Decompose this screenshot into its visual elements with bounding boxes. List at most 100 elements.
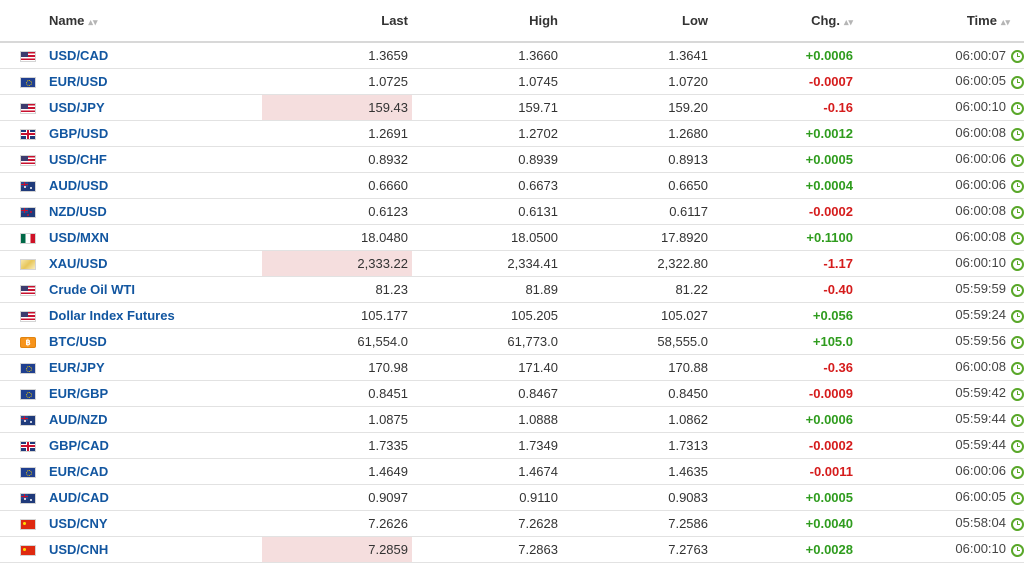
table-row: USD/CHF 0.8932 0.8939 0.8913 +0.0005 06:…	[0, 146, 1024, 173]
au-flag-icon	[20, 414, 36, 426]
time-value: 06:00:08	[955, 229, 1006, 245]
change-value: -0.0007	[712, 68, 853, 95]
time-value: 05:59:42	[955, 385, 1006, 401]
last-value: 0.9097	[262, 484, 412, 511]
name-cell: GBP/USD	[49, 120, 262, 147]
name-cell: Crude Oil WTI	[49, 276, 262, 303]
instrument-link[interactable]: AUD/USD	[49, 177, 109, 193]
name-cell: EUR/GBP	[49, 380, 262, 407]
last-value: 1.2691	[262, 120, 412, 147]
table-row: NZD/USD 0.6123 0.6131 0.6117 -0.0002 06:…	[0, 198, 1024, 225]
instrument-link[interactable]: BTC/USD	[49, 333, 107, 349]
time-cell: 06:00:08	[853, 224, 1024, 251]
clock-icon	[1011, 413, 1024, 427]
change-value: -0.40	[712, 276, 853, 303]
flag-cell	[0, 250, 49, 277]
last-value: 105.177	[262, 302, 412, 329]
last-value: 0.8932	[262, 146, 412, 173]
table-row: Crude Oil WTI 81.23 81.89 81.22 -0.40 05…	[0, 276, 1024, 303]
table-header-row: Name ▴▾ Last High Low Chg. ▴▾ Time ▴▾	[0, 0, 1024, 43]
chg-column-header[interactable]: Chg. ▴▾	[712, 0, 853, 43]
change-value: +0.0040	[712, 510, 853, 537]
name-cell: AUD/CAD	[49, 484, 262, 511]
high-value: 1.0745	[412, 68, 562, 95]
last-value: 7.2859	[262, 536, 412, 563]
instrument-link[interactable]: NZD/USD	[49, 203, 107, 219]
quote-rows: USD/CAD 1.3659 1.3660 1.3641 +0.0006 06:…	[0, 42, 1024, 563]
time-value: 06:00:06	[955, 177, 1006, 193]
low-column-header: Low	[562, 0, 712, 43]
clock-icon	[1011, 257, 1024, 271]
high-value: 105.205	[412, 302, 562, 329]
instrument-link[interactable]: Dollar Index Futures	[49, 307, 175, 323]
time-cell: 05:59:42	[853, 380, 1024, 407]
low-value: 7.2763	[562, 536, 712, 563]
flag-cell	[0, 224, 49, 251]
instrument-link[interactable]: GBP/CAD	[49, 437, 109, 453]
low-value: 0.9083	[562, 484, 712, 511]
time-value: 06:00:08	[955, 359, 1006, 375]
flag-cell	[0, 432, 49, 459]
change-value: +0.1100	[712, 224, 853, 251]
instrument-link[interactable]: EUR/GBP	[49, 385, 109, 401]
last-value: 1.4649	[262, 458, 412, 485]
low-value: 170.88	[562, 354, 712, 381]
table-row: EUR/GBP 0.8451 0.8467 0.8450 -0.0009 05:…	[0, 380, 1024, 407]
change-value: -0.16	[712, 94, 853, 121]
flag-cell	[0, 94, 49, 121]
flag-cell: ฿	[0, 328, 49, 355]
instrument-link[interactable]: EUR/JPY	[49, 359, 105, 375]
name-column-header[interactable]: Name ▴▾	[49, 0, 262, 43]
high-value: 0.9110	[412, 484, 562, 511]
instrument-link[interactable]: XAU/USD	[49, 255, 108, 271]
time-cell: 06:00:08	[853, 198, 1024, 225]
instrument-link[interactable]: USD/JPY	[49, 99, 105, 115]
instrument-link[interactable]: USD/CAD	[49, 47, 109, 63]
last-value: 81.23	[262, 276, 412, 303]
last-value: 1.3659	[262, 42, 412, 69]
flag-cell	[0, 276, 49, 303]
time-cell: 06:00:05	[853, 484, 1024, 511]
instrument-link[interactable]: Crude Oil WTI	[49, 281, 135, 297]
time-value: 06:00:10	[955, 541, 1006, 557]
low-value: 0.8913	[562, 146, 712, 173]
instrument-link[interactable]: EUR/CAD	[49, 463, 109, 479]
instrument-link[interactable]: AUD/NZD	[49, 411, 108, 427]
instrument-link[interactable]: USD/CNY	[49, 515, 108, 531]
table-row: EUR/JPY 170.98 171.40 170.88 -0.36 06:00…	[0, 354, 1024, 381]
time-column-header[interactable]: Time ▴▾	[853, 0, 1024, 43]
time-value: 05:59:44	[955, 411, 1006, 427]
clock-icon	[1011, 543, 1024, 557]
low-value: 159.20	[562, 94, 712, 121]
high-value: 171.40	[412, 354, 562, 381]
clock-icon	[1011, 283, 1024, 297]
time-cell: 06:00:08	[853, 354, 1024, 381]
instrument-link[interactable]: AUD/CAD	[49, 489, 109, 505]
name-cell: USD/CNY	[49, 510, 262, 537]
clock-icon	[1011, 153, 1024, 167]
high-value: 61,773.0	[412, 328, 562, 355]
last-value: 1.0875	[262, 406, 412, 433]
name-cell: EUR/JPY	[49, 354, 262, 381]
instrument-link[interactable]: USD/CNH	[49, 541, 109, 557]
time-cell: 05:59:24	[853, 302, 1024, 329]
last-value: 7.2626	[262, 510, 412, 537]
instrument-link[interactable]: EUR/USD	[49, 73, 108, 89]
time-cell: 06:00:05	[853, 68, 1024, 95]
low-value: 1.4635	[562, 458, 712, 485]
name-cell: USD/CNH	[49, 536, 262, 563]
high-value: 0.8939	[412, 146, 562, 173]
low-value: 2,322.80	[562, 250, 712, 277]
flag-cell	[0, 510, 49, 537]
name-cell: USD/JPY	[49, 94, 262, 121]
name-cell: GBP/CAD	[49, 432, 262, 459]
change-value: -0.0009	[712, 380, 853, 407]
clock-icon	[1011, 439, 1024, 453]
instrument-link[interactable]: USD/MXN	[49, 229, 109, 245]
instrument-link[interactable]: GBP/USD	[49, 125, 109, 141]
high-column-header: High	[412, 0, 562, 43]
time-header-label: Time	[966, 13, 997, 28]
name-cell: XAU/USD	[49, 250, 262, 277]
instrument-link[interactable]: USD/CHF	[49, 151, 107, 167]
